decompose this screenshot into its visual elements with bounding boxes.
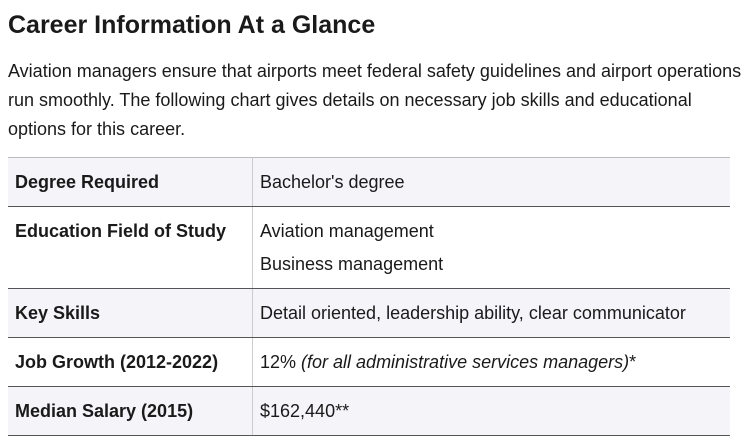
row-value: Bachelor's degree: [252, 157, 730, 207]
row-label: Median Salary (2015): [8, 386, 253, 436]
value-mark: *: [629, 352, 637, 372]
value-line: 12% (for all administrative services mana…: [260, 350, 723, 374]
table-row: Degree Required Bachelor's degree: [8, 157, 730, 207]
intro: Aviation managers ensure that airports m…: [8, 61, 742, 139]
row-value: Aviation management Business management: [252, 206, 730, 289]
table-row: Job Growth (2012-2022) 12% (for all admini…: [8, 337, 730, 387]
row-value: Detail oriented, leadership ability, cle…: [252, 288, 730, 338]
row-label: Key Skills: [8, 288, 253, 338]
table-row: Education Field of Study Aviation managem…: [8, 206, 730, 289]
value-line: Business management: [260, 254, 444, 274]
info-table: Degree Required Bachelor's degree Educatio…: [8, 157, 730, 436]
value-line: Detail oriented, leadership ability, cle…: [260, 303, 686, 323]
value-note: (for all administrative services manager…: [301, 352, 630, 372]
value-text: 12%: [260, 352, 297, 372]
table-row: Key Skills Detail oriented, leadership ab…: [8, 288, 730, 338]
value-line: Aviation management: [260, 221, 434, 241]
table-row: Median Salary (2015) $162,440**: [8, 386, 730, 436]
title: Career Information At a Glance: [8, 11, 376, 39]
row-label: Education Field of Study: [8, 206, 253, 289]
row-value: $162,440**: [252, 386, 730, 436]
value-line: Bachelor's degree: [260, 172, 405, 192]
row-label: Degree Required: [8, 157, 253, 207]
row-value: 12% (for all administrative services mana…: [252, 337, 730, 387]
value-line: $162,440**: [260, 401, 350, 421]
row-label: Job Growth (2012-2022): [8, 337, 253, 387]
